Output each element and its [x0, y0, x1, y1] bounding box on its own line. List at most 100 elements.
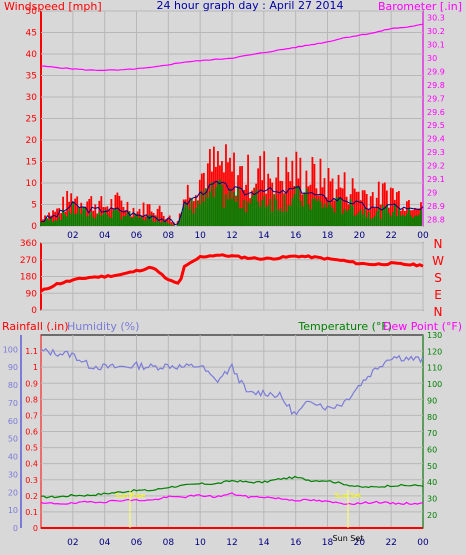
- rain-y-tick-label: 0.5: [25, 444, 38, 453]
- lower-x-tick-label: 02: [67, 538, 78, 548]
- sunrise-label: Sun Rise: [115, 492, 145, 500]
- barometer-axis-label: Barometer [.in]: [378, 0, 462, 13]
- rain-y-tick-label: 0: [33, 524, 38, 533]
- compass-label: N: [434, 237, 443, 251]
- top-x-tick-label: 14: [258, 231, 270, 241]
- barometer-y-tick-label: 29.2: [427, 162, 445, 171]
- humidity-y-tick-label: 60: [8, 417, 18, 426]
- dewpoint-line: [40, 492, 424, 506]
- lower-x-tick-label: 00: [417, 538, 429, 548]
- lower-x-tick-label: 18: [322, 538, 334, 548]
- lower-x-tick-label: 08: [163, 538, 175, 548]
- top-y-gridlines: [41, 10, 423, 227]
- temperature-axis-label: Temperature (°F): [297, 320, 392, 333]
- top-x-tick-label: 12: [226, 231, 237, 241]
- rain-y-tick-label: 1: [33, 363, 38, 372]
- rain-y-tick-labels: 0 0.1 0.2 0.3 0.4 0.5 0.6 0.7 0.8 0.9 1 1.1: [25, 347, 38, 533]
- lower-x-tick-labels: 02 04 06 08 10 12 14 16 18 20 22 00: [67, 538, 429, 548]
- barometer-y-tick-label: 30.3: [427, 14, 445, 23]
- temperature-y-tick-labels: 20 30 40 50 60 70 80 90 100 110 120 130: [427, 331, 442, 520]
- wind-y-tick-label: 45: [26, 29, 37, 39]
- rain-y-tick-label: 0.2: [25, 492, 38, 501]
- temperature-y-tick-label: 80: [427, 413, 437, 422]
- lower-x-tick-label: 16: [290, 538, 302, 548]
- wind-y-tick-label: 40: [26, 50, 38, 60]
- top-x-tick-label: 20: [354, 231, 366, 241]
- temperature-line: [40, 475, 424, 499]
- wind-y-tick-label: 35: [26, 72, 37, 82]
- humidity-y-tick-label: 100: [3, 345, 18, 354]
- temperature-y-tick-label: 120: [427, 347, 442, 356]
- wind-y-tick-label: 30: [26, 93, 38, 103]
- chart-title: 24 hour graph day : April 27 2014: [157, 0, 344, 12]
- rain-y-tick-label: 0.9: [25, 379, 38, 388]
- top-x-tick-label: 04: [99, 231, 111, 241]
- direction-gridlines: [41, 242, 424, 311]
- barometer-y-tick-label: 30.1: [427, 41, 445, 50]
- rain-y-tick-label: 0.7: [25, 411, 38, 420]
- barometer-y-tick-label: 30: [427, 54, 437, 63]
- temperature-y-tick-label: 130: [427, 331, 442, 340]
- top-x-tick-label: 08: [163, 231, 175, 241]
- barometer-y-tick-labels: 28.8 28.9 29 29.1 29.2 29.3 29.4 29.5 29.6 29.7 29…: [427, 14, 445, 225]
- barometer-y-tick-label: 29.8: [427, 81, 445, 90]
- rain-y-tick-label: 0.8: [25, 395, 38, 404]
- wind-y-tick-label: 5: [31, 201, 37, 211]
- humidity-y-tick-label: 80: [8, 381, 18, 390]
- compass-label: N: [434, 305, 443, 319]
- barometer-y-tick-label: 29.1: [427, 175, 445, 184]
- rain-y-tick-label: 0.6: [25, 428, 38, 437]
- temperature-humidity-panel: 0 0.1 0.2 0.3 0.4 0.5 0.6 0.7 0.8 0.9 1 1.1 0 10 20 30…: [2, 320, 462, 548]
- top-x-tick-label: 06: [131, 231, 143, 241]
- wind-y-tick-label: 25: [26, 115, 37, 125]
- temperature-y-tick-label: 40: [427, 478, 437, 487]
- barometer-y-tick-label: 29: [427, 188, 437, 197]
- direction-y-tick-label: 270: [20, 256, 37, 266]
- temperature-y-tick-label: 60: [427, 445, 437, 454]
- compass-label: S: [434, 271, 442, 285]
- wind-y-tick-label: 0: [31, 222, 37, 232]
- wind-axis-label: Windspeed [mph]: [4, 0, 102, 13]
- temperature-y-tick-label: 70: [427, 429, 437, 438]
- top-x-tick-label: 16: [290, 231, 302, 241]
- direction-y-tick-labels: 0 90 180 270 360: [20, 239, 37, 316]
- wind-speed-bars: [40, 144, 422, 226]
- direction-y-tick-label: 360: [20, 239, 37, 249]
- wind-direction-line: [40, 253, 424, 293]
- humidity-y-tick-label: 20: [8, 488, 18, 497]
- barometer-y-tick-label: 29.3: [427, 148, 445, 157]
- temperature-y-tick-label: 110: [427, 364, 442, 373]
- top-x-tick-labels: 02 04 06 08 10 12 14 16 18 20 22 00: [67, 231, 429, 241]
- barometer-y-tick-label: 29.7: [427, 94, 445, 103]
- humidity-axis-label: Humidity (%): [67, 320, 139, 333]
- temperature-y-tick-label: 50: [427, 462, 437, 471]
- barometer-y-tick-label: 30.2: [427, 27, 445, 36]
- top-x-tick-label: 18: [322, 231, 334, 241]
- humidity-y-tick-label: 0: [13, 524, 18, 533]
- lower-x-tick-label: 10: [194, 538, 206, 548]
- humidity-line: [40, 347, 424, 416]
- temperature-y-tick-label: 20: [427, 511, 437, 520]
- top-x-tick-label: 02: [67, 231, 78, 241]
- humidity-y-tick-label: 10: [8, 506, 18, 515]
- direction-y-tick-label: 0: [31, 306, 37, 316]
- lower-x-tick-label: 12: [226, 538, 237, 548]
- compass-label: E: [434, 288, 442, 302]
- rainfall-axis-label: Rainfall (.in): [2, 320, 69, 333]
- barometer-y-tick-label: 29.9: [427, 67, 445, 76]
- humidity-y-tick-labels: 0 10 20 30 40 50 60 70 80 90 100: [3, 345, 18, 533]
- compass-label: W: [432, 254, 444, 268]
- humidity-y-tick-label: 40: [8, 453, 18, 462]
- barometer-line: [40, 23, 424, 72]
- lower-x-tick-label: 22: [385, 538, 396, 548]
- wind-average-line: [40, 180, 424, 226]
- lower-x-tick-label: 06: [131, 538, 143, 548]
- direction-y-tick-label: 90: [26, 289, 38, 299]
- wind-y-tick-label: 15: [26, 158, 37, 168]
- rain-y-tick-label: 1.1: [25, 347, 38, 356]
